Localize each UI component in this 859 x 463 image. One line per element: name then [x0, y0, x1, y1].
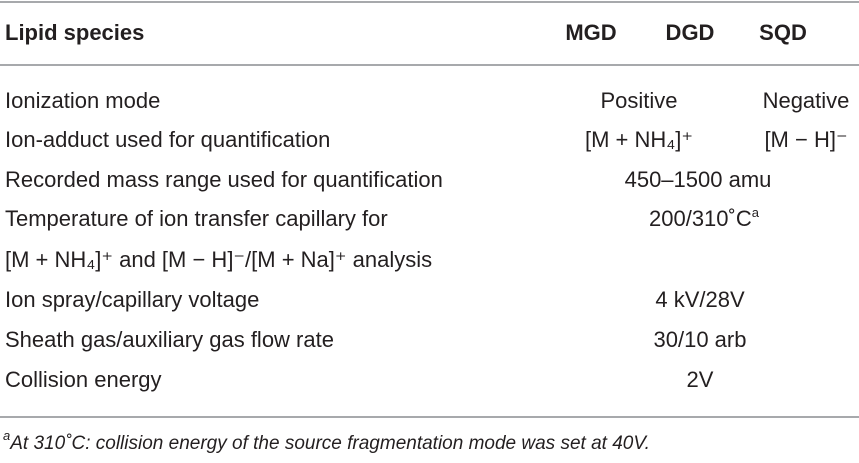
header-cell: MGD — [565, 20, 617, 45]
header-cell: SQD — [759, 20, 807, 45]
cell: 2V — [686, 367, 714, 392]
footnote-marker: a — [3, 428, 11, 443]
header-cell: DGD — [665, 20, 715, 45]
cell: Positive — [600, 88, 678, 113]
row-label: Temperature of ion transfer capillary fo… — [5, 206, 388, 231]
cell: 30/10 arb — [653, 327, 747, 352]
cell: [M − H]⁻ — [764, 127, 848, 152]
cell: 4 kV/28V — [655, 287, 745, 312]
row-label: [M + NH₄]⁺ and [M − H]⁻/[M + Na]⁺ analys… — [5, 247, 433, 272]
footnote-text: At 310˚C: collision energy of the source… — [10, 433, 650, 454]
cell: Negative — [762, 88, 850, 113]
cell: 450–1500 amu — [624, 167, 772, 192]
top-rule — [0, 1, 859, 3]
header-rule — [0, 64, 859, 66]
footnote: aAt 310˚C: collision energy of the sourc… — [3, 429, 650, 455]
row-label: Ion-adduct used for quantification — [5, 127, 331, 152]
cell: 200/310˚Ca — [649, 206, 759, 232]
row-label: Recorded mass range used for quantificat… — [5, 167, 443, 192]
cell: [M + NH₄]⁺ — [585, 127, 693, 152]
row-label: Collision energy — [5, 367, 162, 392]
row-label: Ionization mode — [5, 88, 161, 113]
header-cell: Lipid species — [5, 20, 145, 45]
footnote-ref: a — [751, 205, 759, 220]
bottom-rule — [0, 416, 859, 418]
row-label: Ion spray/capillary voltage — [5, 287, 260, 312]
cell-text: 200/310˚C — [649, 206, 752, 231]
row-label: Sheath gas/auxiliary gas flow rate — [5, 327, 334, 352]
